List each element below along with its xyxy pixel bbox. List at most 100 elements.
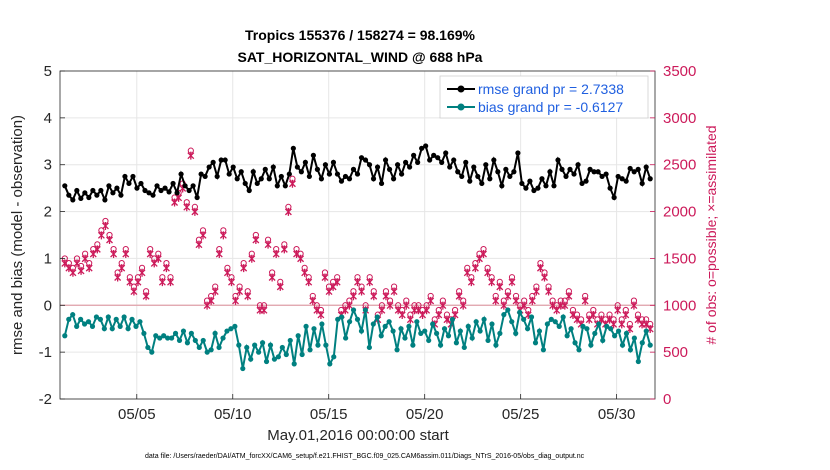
rmse-point — [386, 166, 393, 172]
rmse-points — [62, 143, 653, 203]
obs-assimilated-marker — [297, 254, 305, 263]
bias-point — [62, 333, 68, 339]
bias-point — [378, 333, 384, 339]
obs-assimilated-marker — [215, 250, 223, 259]
obs-assimilated-marker — [614, 306, 622, 315]
bias-point — [279, 344, 285, 351]
bias-point — [572, 340, 578, 346]
bias-point — [643, 328, 649, 334]
obs-assimilated-marker — [272, 250, 280, 259]
rmse-point — [607, 185, 613, 191]
rmse-point — [174, 190, 180, 196]
bias-point — [331, 354, 337, 360]
bias-point — [390, 328, 396, 334]
obs-assimilated-marker — [561, 301, 569, 310]
left-axis-ticks: -2 -1 0 1 2 3 4 5 — [39, 63, 65, 408]
bias-point — [271, 356, 278, 362]
obs-assimilated-marker — [175, 193, 183, 202]
bias-point — [157, 335, 163, 341]
obs-assimilated-marker — [398, 310, 406, 319]
rmse-point — [170, 180, 176, 187]
rmse-point — [358, 155, 365, 161]
bias-point — [560, 314, 566, 320]
bias-point — [513, 330, 519, 336]
rmse-point — [66, 192, 72, 198]
rmse-point — [635, 166, 641, 172]
rmse-point — [595, 169, 601, 175]
rmse-point — [338, 178, 345, 184]
bias-point — [612, 333, 618, 339]
obs-assimilated-marker — [232, 296, 240, 305]
bias-point — [240, 365, 246, 372]
y-axis-label-right: # of obs: o=possible; ×=assimilated — [703, 125, 719, 344]
bias-point — [224, 328, 230, 334]
rmse-point — [587, 166, 593, 172]
obs-assimilated-marker — [589, 310, 597, 319]
bias-point — [192, 337, 198, 344]
bias-point — [430, 321, 436, 327]
tick-label-left: 1 — [44, 250, 52, 267]
bias-point — [291, 361, 297, 367]
bias-point — [418, 330, 424, 336]
rmse-point — [563, 173, 569, 180]
bias-point — [493, 342, 499, 348]
tick-label-left: -1 — [39, 344, 52, 361]
bias-point — [635, 358, 641, 365]
rmse-point — [318, 176, 325, 182]
x-axis-label: May.01,2016 00:00:00 start — [267, 427, 449, 444]
obs-assimilated-marker — [390, 287, 398, 296]
bias-point — [303, 323, 309, 329]
bias-point — [117, 323, 123, 329]
legend-rmse-marker — [457, 85, 465, 93]
rmse-point — [334, 171, 341, 177]
rmse-point — [407, 164, 413, 170]
rmse-point — [226, 171, 232, 177]
bias-point — [346, 319, 353, 325]
bias-point — [604, 323, 610, 329]
rmse-point — [74, 187, 80, 194]
legend-bias-label: bias grand pr = -0.6127 — [478, 99, 623, 115]
obs-assimilated-marker — [532, 287, 540, 296]
rmse-point — [342, 173, 349, 180]
rmse-point — [242, 180, 248, 187]
bias-point — [627, 347, 634, 353]
rmse-point — [178, 171, 184, 177]
obs-assimilated-marker — [309, 296, 317, 305]
bias-point — [536, 328, 543, 334]
bias-point — [89, 323, 96, 329]
bias-point — [426, 337, 432, 344]
bias-point — [78, 316, 84, 322]
tick-label-x: 05/05 — [118, 406, 156, 423]
bias-point — [299, 351, 305, 358]
legend-rmse-label: rmse grand pr = 2.7338 — [478, 81, 624, 97]
rmse-point — [238, 169, 244, 175]
bias-point — [615, 328, 622, 334]
bias-point — [323, 342, 329, 348]
obs-assimilated-marker — [77, 266, 85, 275]
bias-point — [398, 326, 404, 332]
rmse-point — [531, 187, 537, 194]
bias-point — [81, 321, 88, 327]
bias-point — [501, 312, 507, 318]
legend: rmse grand pr = 2.7338 bias grand pr = -… — [439, 75, 649, 119]
obs-assimilated-marker — [545, 287, 553, 296]
obs-assimilated-marker — [305, 278, 313, 287]
tick-label-right: 2500 — [663, 157, 696, 174]
obs-assimilated-marker — [480, 250, 487, 259]
rmse-point — [503, 166, 509, 172]
bias-point — [524, 326, 531, 332]
bias-point — [497, 330, 503, 336]
bias-point — [121, 314, 127, 320]
bias-point — [168, 335, 175, 341]
obs-assimilated-marker — [81, 254, 89, 263]
bias-point — [580, 323, 586, 329]
obs-assimilated-marker — [536, 264, 544, 273]
rmse-point — [547, 169, 553, 175]
obs-assimilated-marker — [467, 278, 475, 287]
obs-assimilated-marker — [154, 254, 162, 263]
bias-point — [564, 333, 570, 339]
bias-point — [74, 323, 80, 329]
bias-point — [382, 323, 388, 329]
rmse-point — [346, 176, 353, 182]
rmse-point — [142, 187, 148, 194]
